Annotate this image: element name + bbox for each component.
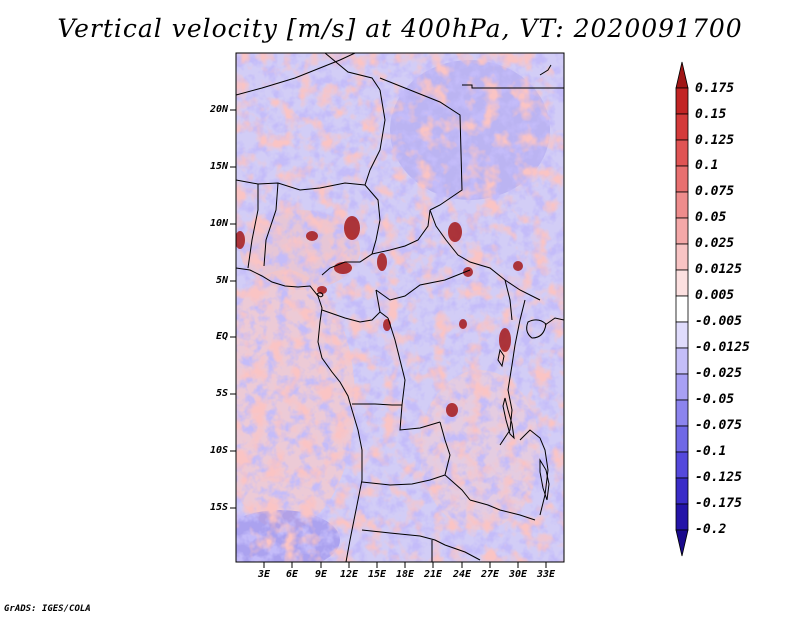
colorbar-segment <box>675 269 689 297</box>
colorbar-label: 0.05 <box>695 210 727 225</box>
colorbar-segment <box>675 321 689 349</box>
colorbar-label: 0.175 <box>695 81 735 96</box>
grads-credit: GrADS: IGES/COLA <box>4 604 91 614</box>
colorbar-label: 0.0125 <box>695 262 742 277</box>
lat-label: 10N <box>209 218 228 229</box>
lon-label: 9E <box>314 569 328 580</box>
lat-label: 15N <box>209 161 228 172</box>
map-frame <box>235 52 565 563</box>
lon-label: 33E <box>536 569 556 580</box>
page-title: Vertical velocity [m/s] at 400hPa, VT: 2… <box>57 14 743 43</box>
lon-label: 24E <box>452 569 472 580</box>
colorbar-label: -0.175 <box>695 496 742 511</box>
colorbar-segment <box>675 191 689 219</box>
colorbar-segment <box>675 295 689 323</box>
lat-label: 15S <box>209 502 228 513</box>
colorbar-label: 0.1 <box>695 158 719 173</box>
colorbar-segment <box>675 425 689 453</box>
colorbar-label: -0.1 <box>695 444 727 459</box>
colorbar-label: -0.125 <box>695 470 742 485</box>
lon-label: 21E <box>423 569 443 580</box>
lon-label: 6E <box>285 569 299 580</box>
colorbar-segment <box>675 399 689 427</box>
lat-label: 10S <box>209 445 228 456</box>
lon-label: 3E <box>257 569 271 580</box>
colorbar-label: -0.0125 <box>695 340 750 355</box>
colorbar-label: -0.075 <box>695 418 742 433</box>
lat-label: EQ <box>215 331 228 342</box>
colorbar-segment <box>675 529 689 557</box>
colorbar-segment <box>675 451 689 479</box>
lat-label: 5S <box>215 388 228 399</box>
lakes <box>316 292 550 501</box>
lon-label: 18E <box>395 569 415 580</box>
colorbar-label: 0.15 <box>695 107 727 122</box>
colorbar-label: 0.075 <box>695 184 735 199</box>
colorbar-segment <box>675 477 689 505</box>
colorbar-label: -0.025 <box>695 366 742 381</box>
lon-label: 27E <box>480 569 500 580</box>
political-borders <box>236 53 564 562</box>
colorbar-segment <box>675 347 689 375</box>
colorbar-segment <box>675 243 689 271</box>
colorbar-label: 0.125 <box>695 133 735 148</box>
colorbar-label: 0.025 <box>695 236 735 251</box>
colorbar-segment <box>675 61 689 89</box>
velocity-field <box>236 53 564 562</box>
colorbar-segment <box>675 373 689 401</box>
lon-label: 30E <box>508 569 528 580</box>
lat-ticks <box>230 109 236 509</box>
lat-label: 20N <box>209 104 228 115</box>
colorbar-segment <box>675 503 689 531</box>
colorbar-label: 0.005 <box>695 288 735 303</box>
colorbar-label: -0.2 <box>695 522 727 537</box>
colorbar-segment <box>675 113 689 141</box>
lat-label: 5N <box>215 275 228 286</box>
colorbar-segment <box>675 87 689 115</box>
colorbar-segment <box>675 165 689 193</box>
lon-label: 12E <box>339 569 359 580</box>
colorbar-label: -0.005 <box>695 314 742 329</box>
colorbar-label: -0.05 <box>695 392 735 407</box>
updraft-cores <box>236 216 523 417</box>
colorbar-segment <box>675 217 689 245</box>
lon-ticks <box>263 562 547 568</box>
colorbar-segment <box>675 139 689 167</box>
lon-label: 15E <box>367 569 387 580</box>
colorbar <box>675 61 689 557</box>
